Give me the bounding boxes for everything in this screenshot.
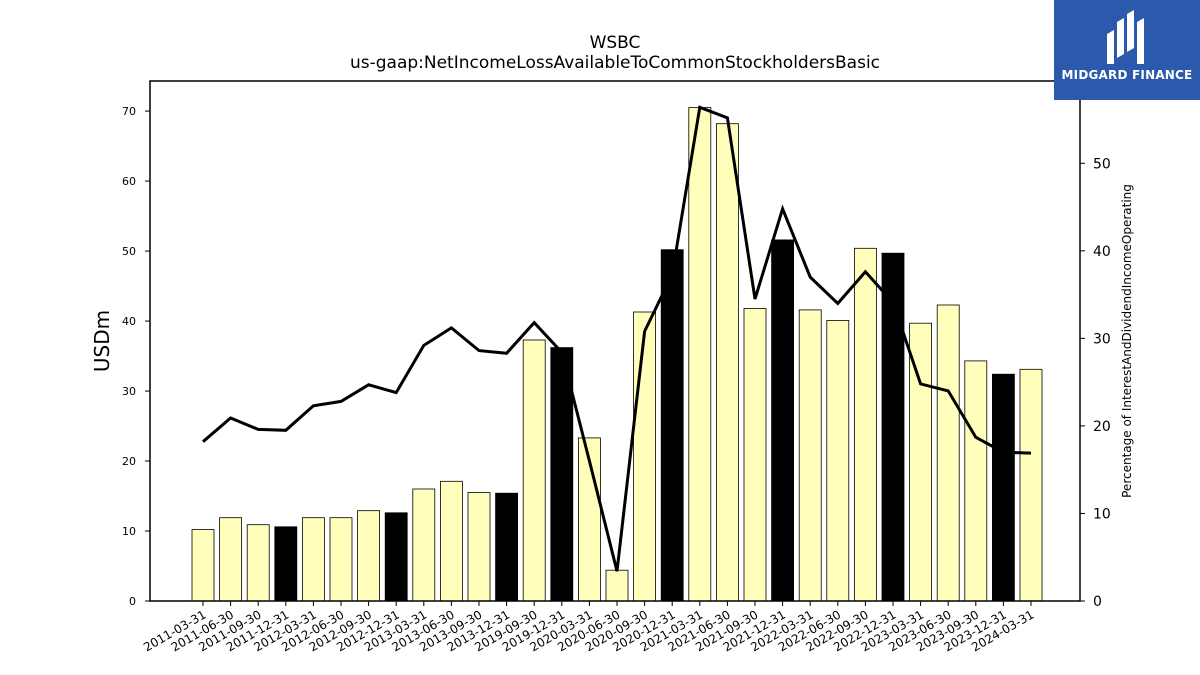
y2-axis-label: Percentage of InterestAndDividendIncomeO… bbox=[1120, 184, 1134, 498]
y2-tick-label: 20 bbox=[1093, 419, 1111, 435]
bar bbox=[660, 249, 684, 602]
bar bbox=[964, 360, 988, 602]
y-tick-label: 0 bbox=[129, 595, 136, 608]
bar bbox=[688, 107, 712, 602]
bar bbox=[743, 308, 767, 602]
x-axis: 2011-03-312011-06-302011-09-302011-12-31… bbox=[141, 601, 1037, 654]
y2-tick-label: 50 bbox=[1093, 156, 1111, 172]
bar bbox=[798, 309, 822, 602]
y-tick-label: 50 bbox=[122, 245, 136, 258]
bar bbox=[826, 319, 850, 602]
y-tick-label: 60 bbox=[122, 175, 136, 188]
bar bbox=[439, 480, 463, 602]
bar bbox=[246, 524, 270, 602]
y-tick-label: 20 bbox=[122, 455, 136, 468]
bar bbox=[357, 510, 381, 602]
bar bbox=[771, 239, 794, 602]
y2-tick-label: 10 bbox=[1093, 506, 1111, 522]
bar bbox=[716, 123, 739, 602]
bar bbox=[191, 529, 215, 602]
brand-name: MIDGARD FINANCE bbox=[1061, 68, 1193, 82]
ratio-line bbox=[202, 105, 1032, 572]
bar bbox=[495, 492, 519, 602]
chart-title: WSBC bbox=[590, 33, 641, 53]
right-axis: 0 10 20 30 40 50 bbox=[1080, 156, 1111, 610]
y2-tick-label: 30 bbox=[1093, 331, 1111, 347]
bar bbox=[633, 311, 656, 602]
bar bbox=[467, 492, 491, 602]
bar bbox=[605, 569, 629, 602]
y-tick-label: 10 bbox=[122, 525, 136, 538]
bar-series bbox=[191, 107, 1043, 602]
bar bbox=[274, 526, 298, 602]
y-tick-label: 70 bbox=[122, 105, 136, 118]
left-axis: 0 10 20 30 40 50 60 70 bbox=[122, 105, 150, 608]
y2-tick-label: 0 bbox=[1093, 594, 1102, 610]
bar bbox=[384, 512, 408, 602]
y-axis-label: USDm bbox=[90, 310, 114, 372]
midgard-logo-icon bbox=[1107, 10, 1144, 64]
bar bbox=[522, 339, 546, 602]
bar bbox=[301, 517, 325, 602]
bar bbox=[329, 517, 353, 602]
bar bbox=[219, 517, 243, 602]
brand-logo: MIDGARD FINANCE bbox=[1054, 0, 1200, 100]
bar bbox=[992, 373, 1015, 602]
y2-tick-label: 40 bbox=[1093, 244, 1111, 260]
bar bbox=[1019, 368, 1043, 602]
y-tick-label: 40 bbox=[122, 315, 136, 328]
bar bbox=[412, 488, 436, 602]
bar bbox=[854, 247, 877, 602]
plot-frame bbox=[149, 80, 1081, 602]
chart-subtitle: us-gaap:NetIncomeLossAvailableToCommonSt… bbox=[350, 53, 880, 73]
bar bbox=[936, 304, 960, 602]
y-tick-label: 30 bbox=[122, 385, 136, 398]
